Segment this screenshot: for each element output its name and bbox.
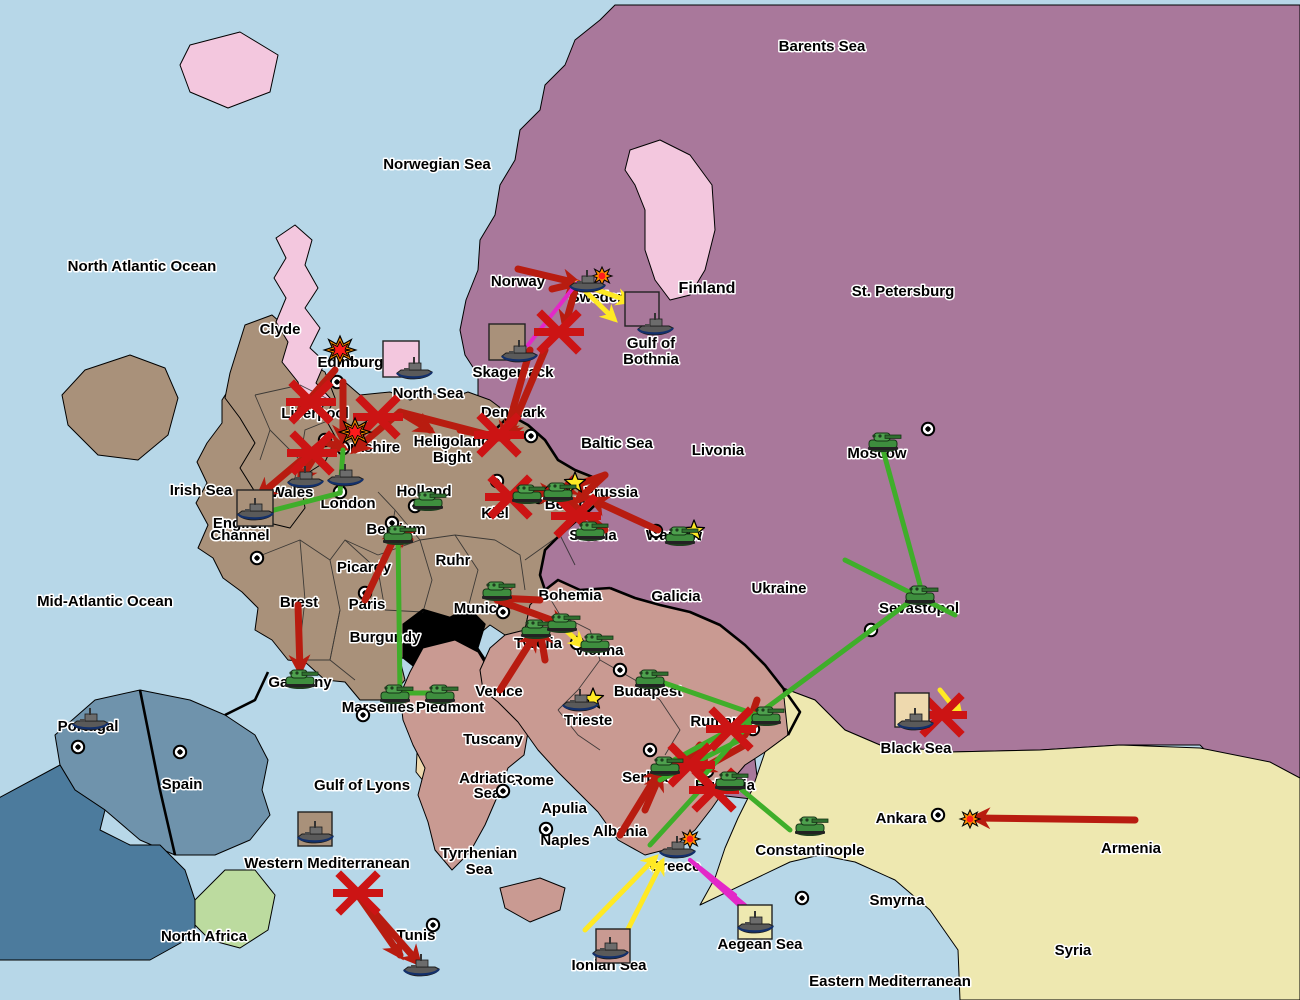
svg-text:Edinburgh: Edinburgh: [318, 354, 393, 371]
svg-text:Burgundy: Burgundy: [350, 629, 421, 646]
svg-text:North Africa: North Africa: [161, 928, 248, 945]
svg-text:Baltic Sea: Baltic Sea: [581, 435, 653, 452]
svg-text:Mid-Atlantic Ocean: Mid-Atlantic Ocean: [37, 593, 173, 610]
svg-text:Trieste: Trieste: [564, 712, 612, 729]
svg-text:North Atlantic Ocean: North Atlantic Ocean: [68, 258, 217, 275]
svg-text:Apulia: Apulia: [541, 800, 587, 817]
svg-text:Black Sea: Black Sea: [881, 740, 953, 757]
svg-text:Clyde: Clyde: [260, 321, 301, 338]
svg-text:Tyrrhenian: Tyrrhenian: [441, 845, 517, 862]
svg-text:North Sea: North Sea: [393, 385, 465, 402]
svg-text:Smyrna: Smyrna: [869, 892, 925, 909]
svg-text:Ruhr: Ruhr: [436, 552, 471, 569]
svg-text:Spain: Spain: [162, 776, 203, 793]
svg-text:Ukraine: Ukraine: [751, 580, 806, 597]
svg-text:Channel: Channel: [210, 527, 269, 544]
svg-text:Gulf of: Gulf of: [627, 335, 676, 352]
svg-text:Rome: Rome: [512, 772, 554, 789]
svg-text:Skagerrack: Skagerrack: [473, 364, 555, 381]
svg-text:Gulf of Lyons: Gulf of Lyons: [314, 777, 410, 794]
svg-text:Tuscany: Tuscany: [463, 731, 523, 748]
svg-text:Constantinople: Constantinople: [755, 842, 864, 859]
svg-text:Finland: Finland: [679, 280, 736, 297]
svg-text:Armenia: Armenia: [1101, 840, 1162, 857]
svg-text:Bight: Bight: [433, 449, 471, 466]
svg-text:Syria: Syria: [1055, 942, 1092, 959]
svg-text:Irish Sea: Irish Sea: [170, 482, 233, 499]
svg-text:Ankara: Ankara: [876, 810, 928, 827]
svg-text:Eastern Mediterranean: Eastern Mediterranean: [809, 973, 971, 990]
svg-text:Galicia: Galicia: [651, 588, 701, 605]
svg-text:Bothnia: Bothnia: [623, 351, 679, 368]
svg-text:St. Petersburg: St. Petersburg: [852, 283, 955, 300]
svg-text:Norwegian Sea: Norwegian Sea: [383, 156, 491, 173]
svg-text:Bohemia: Bohemia: [538, 587, 602, 604]
svg-text:Western Mediterranean: Western Mediterranean: [244, 855, 410, 872]
svg-text:Sea: Sea: [466, 861, 493, 878]
svg-text:Livonia: Livonia: [692, 442, 745, 459]
svg-text:Barents Sea: Barents Sea: [779, 38, 866, 55]
